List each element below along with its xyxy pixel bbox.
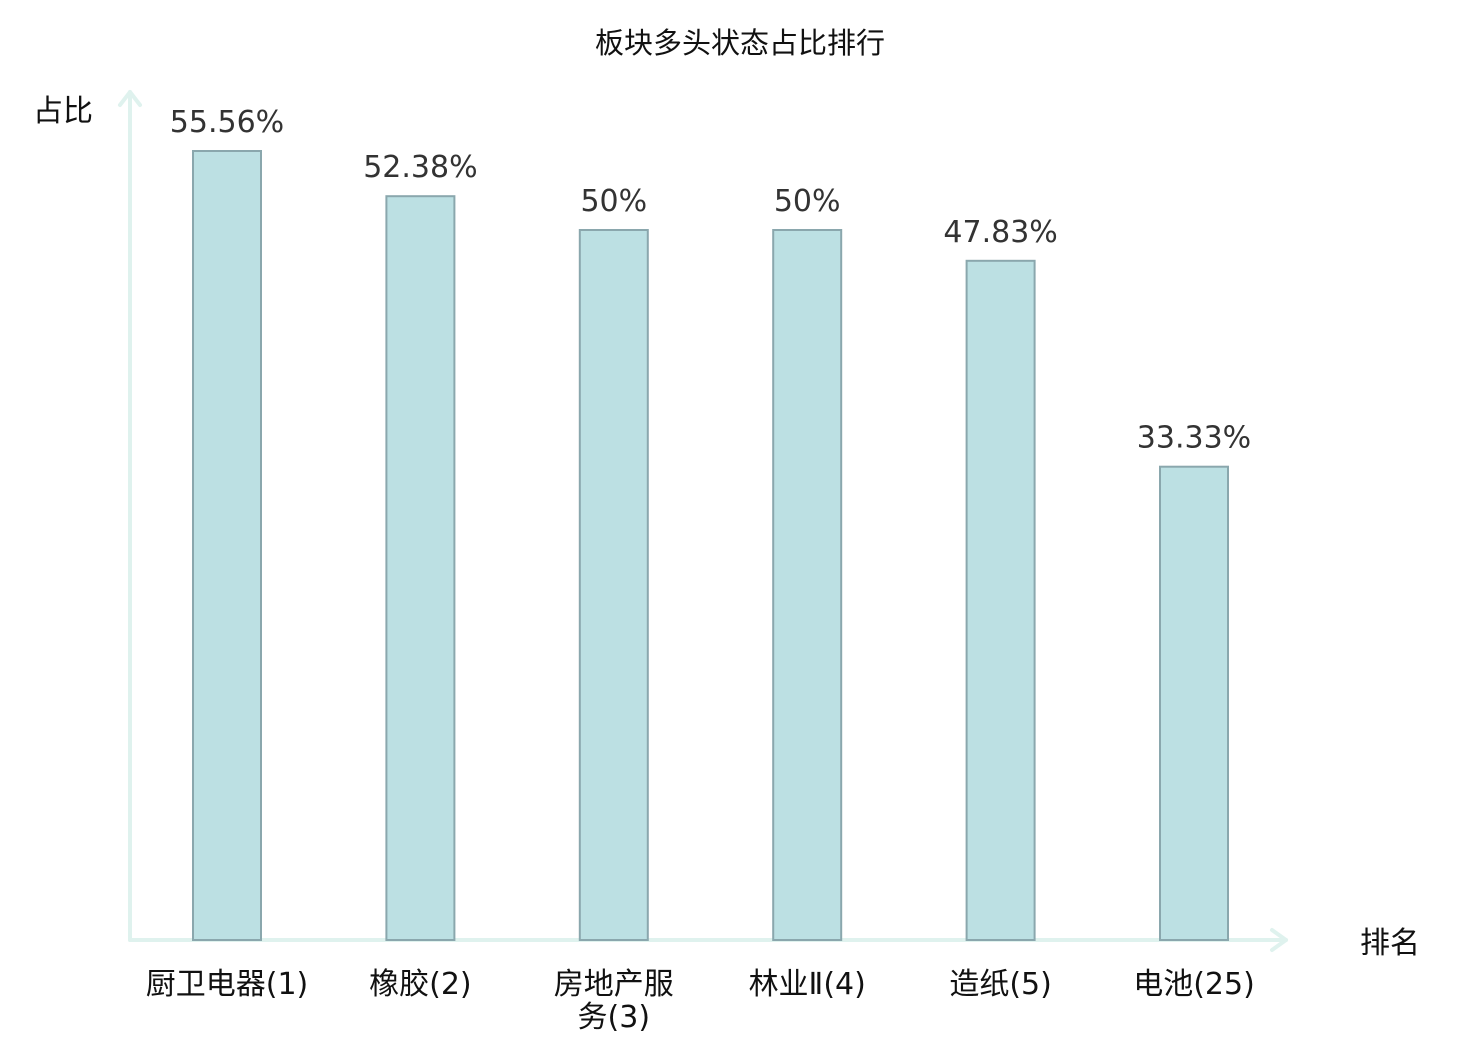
- bar-5: [965, 259, 1036, 941]
- category-label-line: 电池(25): [1133, 967, 1255, 1002]
- category-label-line: 橡胶(2): [369, 967, 472, 1002]
- category-label-line: 造纸(5): [949, 967, 1052, 1002]
- value-label-3: 50%: [580, 184, 647, 219]
- bar-3: [578, 229, 649, 941]
- axes: [118, 90, 1288, 952]
- category-label-line: 务(3): [578, 1000, 651, 1035]
- bar-4: [772, 229, 843, 941]
- category-labels-group: 厨卫电器(1) 橡胶(2) 房地产服务(3) 林业Ⅱ(4) 造纸(5) 电池(25): [146, 967, 1255, 1035]
- value-label-5: 47.83%: [943, 215, 1057, 250]
- value-label-4: 50%: [774, 184, 841, 219]
- category-label-6: 电池(25): [1133, 967, 1255, 1002]
- category-label-4: 林业Ⅱ(4): [749, 967, 866, 1002]
- value-label-1: 55.56%: [170, 105, 284, 140]
- x-axis-label: 排名: [1360, 926, 1420, 961]
- category-label-1: 厨卫电器(1): [146, 967, 309, 1002]
- category-label-line: 林业Ⅱ(4): [749, 967, 866, 1002]
- bar-1: [192, 150, 262, 941]
- category-label-2: 橡胶(2): [369, 967, 472, 1002]
- category-label-3: 房地产服务(3): [554, 967, 674, 1035]
- category-label-line: 厨卫电器(1): [146, 967, 309, 1002]
- category-label-5: 造纸(5): [949, 967, 1052, 1002]
- value-label-2: 52.38%: [363, 150, 477, 185]
- chart-title: 板块多头状态占比排行: [595, 26, 885, 60]
- y-axis-label: 占比: [33, 94, 93, 129]
- bar-2: [385, 195, 456, 941]
- bars-group: [192, 150, 1229, 941]
- y-axis-arrow: [118, 90, 142, 107]
- value-label-6: 33.33%: [1137, 421, 1251, 456]
- bar-6: [1159, 465, 1229, 941]
- category-label-line: 房地产服: [554, 967, 674, 1002]
- x-axis-arrow: [1270, 928, 1288, 952]
- value-labels-group: 55.56% 52.38% 50% 50% 47.83% 33.33%: [170, 105, 1251, 456]
